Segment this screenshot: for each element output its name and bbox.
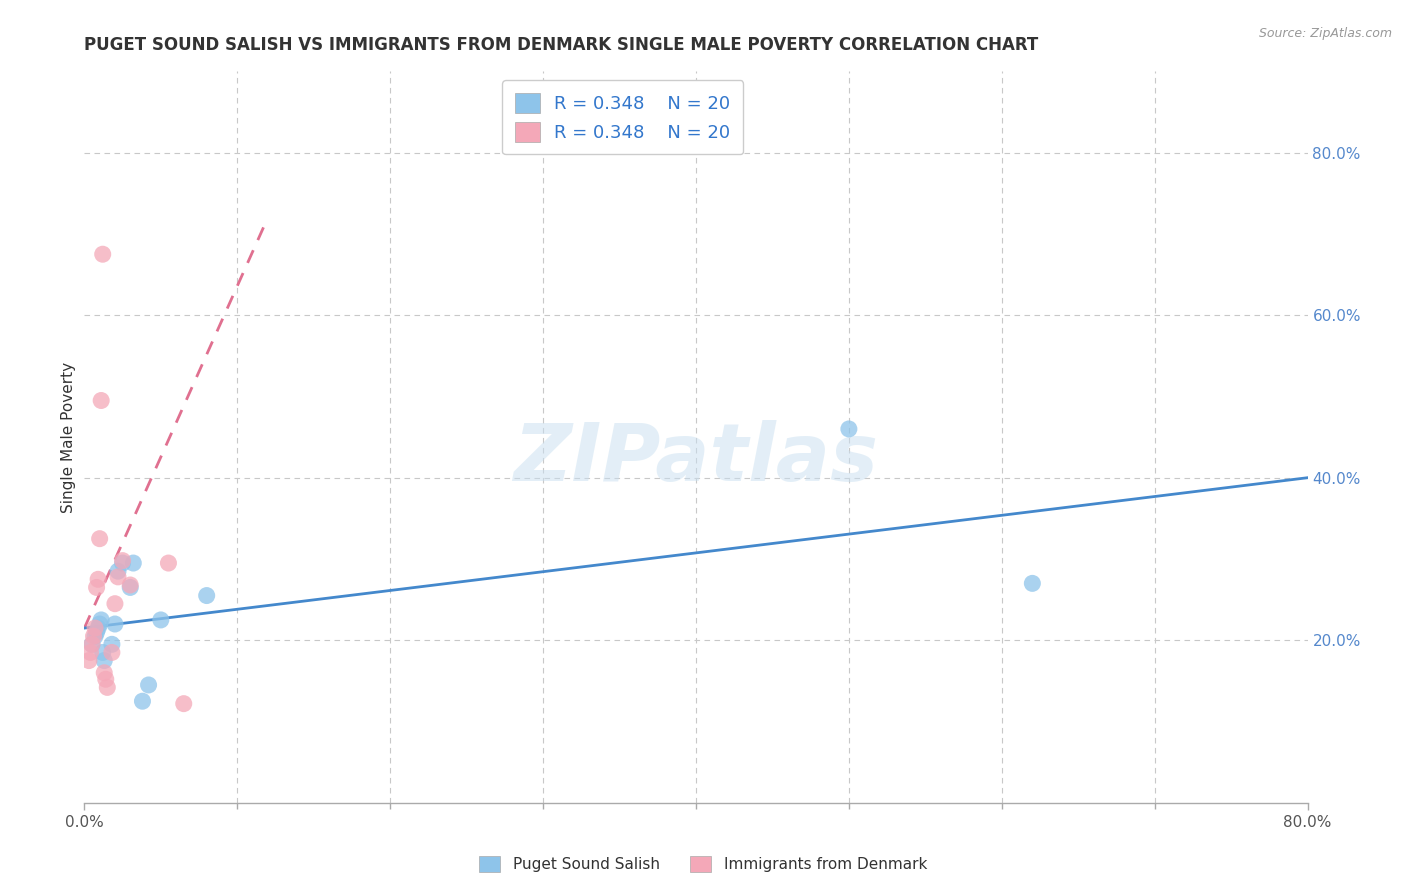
- Point: [93, 665, 115, 680]
- Point: [86, 625, 108, 640]
- Point: [84, 629, 107, 643]
- Legend: Puget Sound Salish, Immigrants from Denmark: Puget Sound Salish, Immigrants from Denm…: [471, 848, 935, 880]
- Point: [77, 654, 100, 668]
- Point: [138, 678, 160, 692]
- Point: [84, 621, 107, 635]
- Text: Source: ZipAtlas.com: Source: ZipAtlas.com: [1258, 27, 1392, 40]
- Point: [94, 673, 117, 687]
- Point: [80, 637, 103, 651]
- Point: [90, 613, 112, 627]
- Point: [83, 629, 105, 643]
- Point: [157, 556, 180, 570]
- Legend: R = 0.348    N = 20, R = 0.348    N = 20: R = 0.348 N = 20, R = 0.348 N = 20: [502, 80, 744, 154]
- Point: [120, 578, 142, 592]
- Point: [91, 247, 114, 261]
- Point: [91, 645, 114, 659]
- Point: [838, 422, 860, 436]
- Point: [104, 617, 127, 632]
- Y-axis label: Single Male Poverty: Single Male Poverty: [60, 361, 76, 513]
- Point: [101, 637, 124, 651]
- Point: [96, 681, 118, 695]
- Point: [195, 589, 218, 603]
- Point: [1021, 576, 1043, 591]
- Point: [80, 637, 103, 651]
- Point: [107, 570, 129, 584]
- Point: [104, 597, 127, 611]
- Point: [90, 393, 112, 408]
- Point: [131, 694, 153, 708]
- Point: [93, 654, 115, 668]
- Point: [120, 581, 142, 595]
- Point: [87, 572, 110, 586]
- Point: [89, 617, 111, 632]
- Point: [122, 556, 145, 570]
- Point: [101, 645, 124, 659]
- Point: [86, 581, 108, 595]
- Point: [111, 553, 134, 567]
- Point: [87, 621, 110, 635]
- Point: [89, 532, 111, 546]
- Text: ZIPatlas: ZIPatlas: [513, 420, 879, 498]
- Point: [107, 564, 129, 578]
- Point: [111, 556, 134, 570]
- Point: [149, 613, 172, 627]
- Point: [79, 645, 101, 659]
- Text: PUGET SOUND SALISH VS IMMIGRANTS FROM DENMARK SINGLE MALE POVERTY CORRELATION CH: PUGET SOUND SALISH VS IMMIGRANTS FROM DE…: [84, 36, 1039, 54]
- Point: [173, 697, 195, 711]
